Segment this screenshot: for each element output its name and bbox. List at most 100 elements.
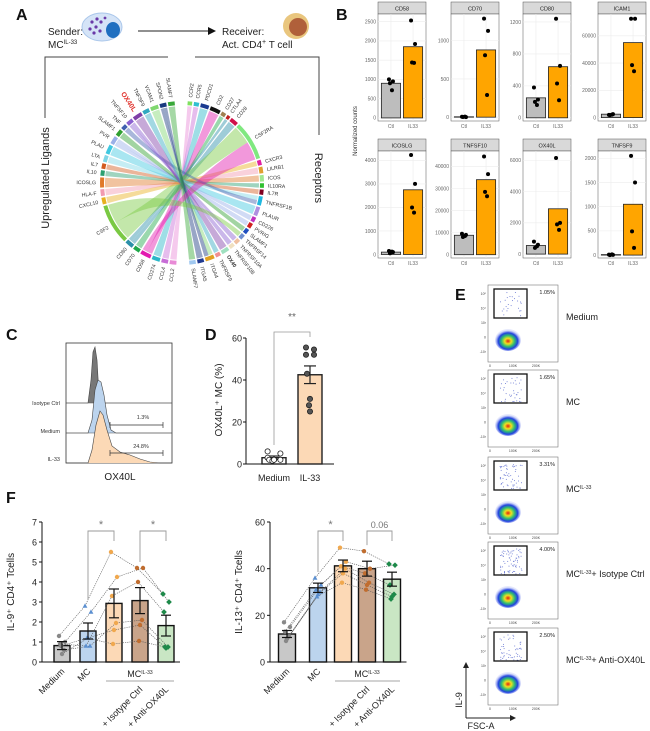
receptor-label: ICOS: [268, 175, 282, 182]
receptor-arc: [209, 106, 221, 115]
facet-icoslg: ICOSLG 0 1000 2000 3000 4000 Ctl IL33: [365, 138, 427, 267]
event-dot: [510, 382, 512, 384]
event-dot: [513, 484, 515, 486]
event-dot: [511, 377, 513, 379]
significance-label: *: [151, 519, 156, 531]
ligand-arc: [121, 124, 128, 131]
data-point: [629, 16, 634, 21]
receptor-arc: [228, 242, 235, 249]
y-tick-label: 10⁵: [481, 464, 487, 468]
flow-plot: 3.31% 10⁵ 10⁴ 10³ 0 -10³ 0 100K 200K MCIL-33: [480, 456, 592, 540]
bar: [308, 587, 328, 663]
data-point: [459, 231, 464, 236]
event-dot: [502, 555, 504, 557]
chord-ribbon: [147, 110, 219, 254]
event-dot: [509, 295, 511, 297]
chord-ribbon: [107, 156, 258, 201]
ligand-arc: [115, 129, 124, 138]
y-tick-label: 0: [484, 421, 486, 425]
sender-cell-icon: [81, 12, 123, 42]
receptor-arc: [259, 183, 264, 188]
x-tick-label: IL33: [628, 261, 638, 267]
chord-ribbon: [136, 115, 224, 249]
data-point: [534, 244, 539, 249]
event-dot: [502, 477, 504, 479]
data-point: [389, 249, 394, 254]
data-point: [555, 81, 560, 86]
event-dot: [514, 465, 516, 467]
y-tick-label: 0: [373, 116, 376, 122]
ligand-arc: [132, 112, 143, 121]
receptor-arc: [242, 227, 250, 235]
ligand-label: IL10: [86, 169, 97, 176]
donor-line: [64, 567, 170, 643]
ligand-arc: [103, 205, 128, 242]
y-tick-label: 500: [441, 77, 450, 83]
histogram-medium: [66, 379, 172, 434]
x-tick-label: IL33: [408, 261, 418, 267]
data-point: [264, 448, 271, 455]
event-dot: [517, 300, 519, 302]
receptor-arc: [259, 189, 264, 195]
receptor-arc: [193, 101, 200, 107]
data-point: [386, 561, 392, 567]
y-tick-label: 0: [446, 252, 449, 258]
y-tick-label: 0: [484, 679, 486, 683]
y-tick-label: 6: [32, 538, 37, 548]
ligand-arc: [100, 177, 105, 188]
receptor-arc: [258, 166, 264, 174]
data-point: [633, 16, 638, 21]
event-dot: [503, 486, 505, 488]
gate: [493, 545, 528, 576]
event-dot: [500, 555, 502, 557]
event-dot: [518, 295, 520, 297]
chord-ribbon: [106, 161, 258, 204]
chord-ribbon: [162, 106, 199, 259]
receptor-label: CD2: [216, 94, 226, 106]
data-point: [82, 603, 88, 608]
event-dot: [507, 549, 509, 551]
event-dot: [508, 475, 510, 477]
ligand-arc: [101, 163, 107, 170]
event-dot: [507, 560, 509, 562]
event-dot: [503, 389, 505, 391]
x-tick-label: Ctl: [461, 261, 467, 267]
receptor-arc: [259, 174, 264, 182]
y-tick-label: 1: [32, 638, 37, 648]
ligand-label: CD70: [124, 253, 136, 267]
event-dot: [516, 648, 518, 650]
x-tick-label: 0: [489, 449, 491, 453]
x-axis-label: FSC-A: [468, 721, 495, 731]
chord-ribbon: [110, 146, 256, 215]
event-dot: [504, 398, 506, 400]
receptor-label: SLAMF7: [190, 268, 199, 289]
y-tick-label: -10³: [480, 522, 487, 526]
event-dot: [516, 548, 518, 550]
ligand-label: CCL2: [169, 268, 176, 282]
panel-d-chart: 0 20 40 60 Medium IL-33 ** OX40L⁺ MC (%): [214, 312, 334, 483]
data-point: [462, 114, 467, 119]
event-dot: [500, 565, 502, 567]
event-dot: [513, 564, 515, 566]
event-dot: [504, 570, 506, 572]
event-dot: [510, 394, 512, 396]
group-label: MCIL-33: [354, 669, 380, 679]
data-point: [83, 643, 89, 648]
y-tick-label: 1200: [510, 20, 521, 26]
event-dot: [500, 478, 502, 480]
y-tick-label: 0: [518, 252, 521, 258]
y-tick-label: 20: [232, 418, 242, 428]
panel-label-d: D: [205, 327, 217, 344]
y-tick-label: 10⁴: [481, 564, 487, 568]
event-dot: [505, 468, 507, 470]
chord-ribbon: [114, 142, 252, 221]
event-dot: [510, 305, 512, 307]
x-tick-label: 100K: [509, 621, 518, 625]
cell-population: [495, 414, 521, 436]
event-dot: [511, 553, 513, 555]
receptor-arc: [187, 101, 193, 106]
data-point: [389, 88, 394, 93]
receptor-label: IL10RA: [268, 184, 286, 191]
